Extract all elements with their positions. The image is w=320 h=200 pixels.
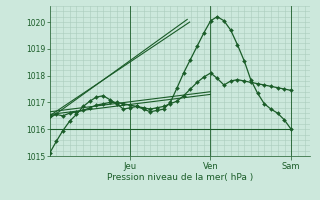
X-axis label: Pression niveau de la mer( hPa ): Pression niveau de la mer( hPa ) [107,173,253,182]
